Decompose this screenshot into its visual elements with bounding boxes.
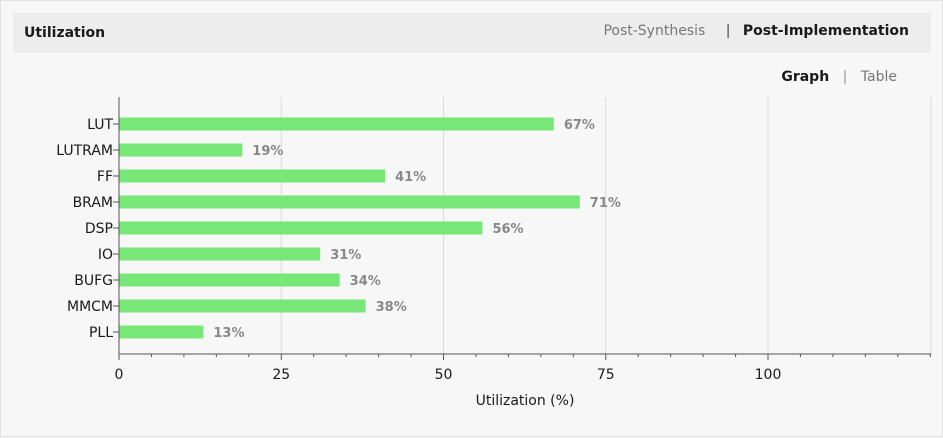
bars-layer: 67% 19% 41% 71% 56% 31% 34% 38% 13%	[119, 117, 621, 341]
axis-layer: LUT LUTRAM FF BRAM DSP IO BUFG MMCM PLL 0 25 50 75 10…	[56, 97, 931, 383]
x-axis-title: Utilization (%)	[476, 393, 575, 409]
bar-mmcm	[119, 299, 366, 313]
value-label-ff: 41%	[395, 170, 426, 185]
bar-pll	[119, 325, 204, 339]
bar-bram	[119, 195, 580, 209]
tab-separator: |	[725, 23, 731, 39]
value-label-dsp: 56%	[492, 222, 523, 237]
view-toggle-separator: |	[842, 69, 848, 85]
bar-dsp	[119, 221, 483, 235]
value-label-io: 31%	[330, 248, 361, 263]
panel-header: Utilization Post-Synthesis | Post-Implem…	[13, 13, 931, 53]
tab-post-synthesis[interactable]: Post-Synthesis	[603, 23, 706, 39]
bar-ff	[119, 169, 386, 183]
x-tick-label-0: 0	[115, 367, 124, 383]
category-label-bram: BRAM	[73, 195, 113, 211]
tab-post-implementation[interactable]: Post-Implementation	[742, 23, 909, 39]
bar-lutram	[119, 143, 243, 157]
tab-bar: Post-Synthesis | Post-Implementation	[603, 23, 909, 39]
value-label-bram: 71%	[590, 196, 621, 211]
category-label-lut: LUT	[87, 117, 113, 133]
bar-bufg	[119, 273, 340, 287]
category-label-mmcm: MMCM	[67, 299, 113, 315]
x-tick-label-100: 100	[755, 367, 782, 383]
graph-view-toggle[interactable]: Graph	[781, 69, 830, 85]
x-tick-label-50: 50	[435, 367, 453, 383]
x-tick-label-25: 25	[272, 367, 290, 383]
category-label-lutram: LUTRAM	[56, 143, 113, 159]
value-label-lut: 67%	[564, 118, 595, 133]
category-label-bufg: BUFG	[74, 273, 113, 289]
category-label-io: IO	[98, 247, 113, 263]
bar-lut	[119, 117, 554, 131]
value-label-pll: 13%	[213, 326, 244, 341]
x-tick-label-75: 75	[597, 367, 615, 383]
category-label-ff: FF	[97, 169, 113, 185]
view-toggle: Graph | Table	[781, 69, 897, 85]
value-label-lutram: 19%	[252, 144, 283, 159]
value-label-mmcm: 38%	[376, 300, 407, 315]
category-label-pll: PLL	[89, 325, 113, 341]
panel-title: Utilization	[24, 25, 106, 41]
category-label-dsp: DSP	[85, 221, 113, 237]
table-view-toggle[interactable]: Table	[860, 69, 897, 85]
bar-io	[119, 247, 321, 261]
value-label-bufg: 34%	[350, 274, 381, 289]
